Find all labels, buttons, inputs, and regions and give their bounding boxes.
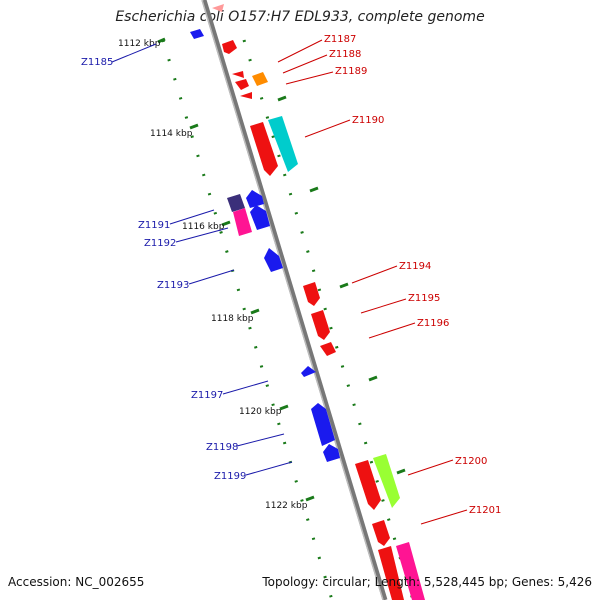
gene-z1201[interactable]	[372, 520, 390, 546]
leader-z1200	[407, 459, 454, 476]
gene-label[interactable]: Z1189	[335, 66, 367, 77]
leader-z1194	[351, 265, 398, 284]
gene-z1202-a[interactable]	[378, 546, 404, 600]
gene-z1190-b[interactable]	[268, 116, 298, 172]
kbp-label: 1112 kbp	[118, 39, 161, 49]
gene-z1192-a[interactable]	[233, 208, 252, 236]
gene-label[interactable]: Z1194	[399, 261, 431, 272]
kbp-label: 1114 kbp	[150, 129, 193, 139]
leader-z1188	[282, 54, 328, 74]
gene-label[interactable]: Z1187	[324, 34, 356, 45]
gene-z1188-a[interactable]	[232, 71, 244, 78]
gene-z1197[interactable]	[301, 366, 316, 377]
leader-z1195	[360, 298, 407, 314]
gene-label[interactable]: Z1197	[191, 390, 223, 401]
gene-z1185[interactable]	[190, 29, 204, 39]
gene-z1195[interactable]	[311, 310, 330, 340]
leader-z1191	[169, 209, 215, 225]
gene-z1193[interactable]	[264, 248, 283, 272]
gene-z1202-b[interactable]	[396, 542, 425, 600]
gene-z1189-b[interactable]	[240, 92, 252, 99]
leader-z1193	[188, 269, 235, 285]
leader-z1190	[304, 119, 351, 138]
gene-label[interactable]: Z1195	[408, 293, 440, 304]
leader-z1196	[368, 322, 416, 339]
gene-label[interactable]: Z1196	[417, 318, 449, 329]
topology-text: Topology: circular; Length: 5,528,445 bp…	[262, 575, 592, 589]
kbp-ticks	[157, 37, 315, 502]
gene-z1192-b[interactable]	[250, 205, 270, 230]
gene-label[interactable]: Z1200	[455, 456, 487, 467]
gene-z1190-a[interactable]	[250, 122, 278, 176]
kbp-label: 1120 kbp	[239, 407, 282, 417]
outer-ticks	[277, 95, 406, 475]
gene-z1200-a[interactable]	[355, 460, 381, 510]
leader-z1199	[245, 461, 293, 476]
gene-z1198[interactable]	[311, 403, 335, 446]
genome-backbone-highlight	[201, 0, 384, 600]
forward-genes	[222, 40, 425, 600]
gene-fragment[interactable]	[212, 4, 224, 12]
gene-z1187[interactable]	[222, 40, 237, 54]
gene-label[interactable]: Z1198	[206, 442, 238, 453]
gene-label[interactable]: Z1191	[138, 220, 170, 231]
gene-z1200-b[interactable]	[373, 454, 400, 508]
gene-z1189[interactable]	[252, 72, 268, 86]
outer-dotted-track	[242, 39, 415, 600]
leader-z1198	[236, 433, 285, 447]
gene-z1191-a[interactable]	[227, 194, 245, 212]
genome-backbone	[201, 0, 388, 600]
leader-z1197	[222, 380, 269, 395]
gene-z1196[interactable]	[320, 342, 336, 356]
gene-label[interactable]: Z1192	[144, 238, 176, 249]
leader-z1185	[111, 43, 157, 63]
leader-z1187	[277, 39, 323, 63]
kbp-label: 1118 kbp	[211, 314, 254, 324]
gene-z1191-b[interactable]	[246, 190, 264, 208]
leader-z1201	[420, 509, 468, 525]
gene-label[interactable]: Z1190	[352, 115, 384, 126]
gene-z1194[interactable]	[303, 282, 320, 306]
kbp-label: 1116 kbp	[182, 222, 225, 232]
leader-z1189	[285, 71, 334, 85]
gene-label[interactable]: Z1201	[469, 505, 501, 516]
gene-label[interactable]: Z1188	[329, 49, 361, 60]
accession-text: Accession: NC_002655	[8, 575, 145, 589]
reverse-genes	[190, 29, 340, 462]
gene-label[interactable]: Z1193	[157, 280, 189, 291]
kbp-label: 1122 kbp	[265, 501, 308, 511]
gene-label[interactable]: Z1185	[81, 57, 113, 68]
gene-label[interactable]: Z1199	[214, 471, 246, 482]
leader-z1192	[175, 227, 229, 243]
gene-z1199[interactable]	[323, 444, 340, 462]
gene-z1188-b[interactable]	[235, 79, 249, 90]
